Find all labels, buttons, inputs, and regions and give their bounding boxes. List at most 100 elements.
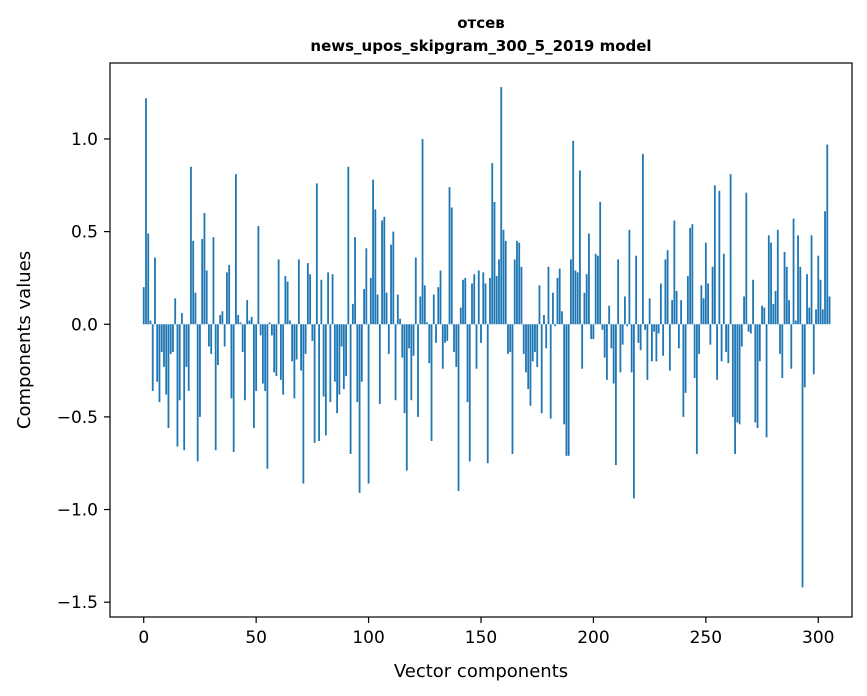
bar-173 [531, 324, 534, 362]
bar-31 [212, 237, 215, 325]
bar-181 [549, 324, 552, 419]
bar-178 [543, 314, 545, 325]
bar-113 [396, 294, 399, 325]
bar-231 [662, 324, 665, 356]
bar-168 [520, 266, 523, 325]
bar-258 [722, 253, 725, 325]
bar-142 [462, 279, 464, 325]
bar-206 [606, 324, 608, 380]
bar-51 [257, 226, 260, 325]
bar-207 [608, 305, 611, 325]
bar-247 [698, 324, 700, 354]
bar-19 [185, 324, 188, 367]
bar-216 [628, 229, 631, 325]
bar-286 [785, 266, 788, 325]
x-tick-label: 300 [802, 628, 834, 648]
bar-4 [151, 324, 154, 391]
bar-15 [176, 324, 179, 447]
bar-6 [156, 324, 159, 382]
bar-65 [288, 320, 291, 325]
bar-284 [781, 324, 784, 378]
bar-235 [671, 300, 674, 325]
y-tick-label: 0.5 [71, 223, 98, 243]
bar-294 [803, 324, 806, 388]
bar-17 [181, 313, 183, 325]
bar-115 [401, 324, 404, 358]
bar-137 [450, 207, 453, 325]
bar-138 [453, 324, 455, 353]
bar-279 [770, 242, 772, 325]
x-tick-label: 50 [245, 628, 267, 648]
bar-244 [691, 224, 694, 325]
bar-85 [333, 324, 336, 382]
bar-281 [774, 290, 777, 325]
bar-293 [801, 324, 804, 588]
bar-222 [641, 153, 644, 325]
bar-114 [399, 318, 401, 325]
bar-177 [540, 324, 543, 414]
bar-107 [383, 216, 386, 325]
bar-185 [558, 268, 561, 325]
bar-126 [426, 322, 428, 325]
bar-170 [525, 324, 527, 373]
y-tick-label: 0.0 [71, 315, 98, 335]
bar-205 [603, 324, 606, 358]
bar-151 [482, 272, 485, 325]
y-tick-label: 1.0 [71, 130, 98, 150]
bar-9 [163, 324, 165, 367]
bar-280 [772, 303, 775, 325]
y-axis-ticks: −1.5 −1.0 −0.5 0.0 0.5 1.0 [57, 130, 110, 613]
bar-175 [536, 324, 539, 367]
bar-64 [286, 281, 289, 325]
bar-121 [414, 257, 417, 325]
bar-160 [502, 229, 505, 325]
bar-243 [689, 227, 692, 325]
bar-133 [441, 324, 444, 369]
bar-300 [817, 255, 820, 325]
bar-287 [788, 300, 790, 325]
bar-128 [430, 324, 433, 441]
bar-264 [736, 324, 739, 423]
bar-183 [554, 324, 557, 327]
bar-70 [300, 324, 303, 371]
bar-129 [432, 294, 435, 325]
bar-262 [731, 324, 734, 417]
bar-130 [435, 324, 437, 343]
bar-152 [484, 283, 487, 325]
x-tick-label: 250 [690, 628, 722, 648]
bar-111 [392, 231, 395, 325]
bar-43 [239, 322, 242, 325]
bar-119 [410, 324, 413, 401]
bar-295 [806, 274, 808, 325]
bar-131 [437, 287, 440, 325]
bar-266 [740, 324, 743, 347]
bar-45 [244, 324, 246, 401]
bar-89 [342, 324, 345, 390]
bar-227 [653, 324, 656, 332]
bar-68 [295, 324, 298, 360]
bar-147 [473, 274, 476, 325]
bar-303 [824, 211, 826, 325]
bar-59 [275, 324, 278, 377]
bar-261 [729, 174, 732, 325]
x-axis-label: Vector components [394, 661, 568, 682]
bar-158 [498, 259, 500, 325]
bar-150 [480, 324, 482, 343]
bar-118 [408, 324, 410, 349]
bar-93 [351, 303, 354, 325]
bar-218 [633, 324, 635, 499]
bar-211 [617, 259, 620, 325]
y-tick-label: −1.0 [57, 501, 98, 521]
bar-182 [552, 292, 554, 325]
bar-22 [192, 240, 195, 325]
bar-282 [776, 229, 779, 325]
bar-83 [329, 324, 332, 403]
bar-208 [610, 324, 613, 349]
bar-209 [612, 324, 615, 384]
bar-259 [725, 324, 727, 353]
bar-198 [588, 233, 590, 325]
bar-81 [324, 324, 327, 436]
bar-140 [457, 324, 460, 492]
bar-122 [417, 324, 419, 417]
